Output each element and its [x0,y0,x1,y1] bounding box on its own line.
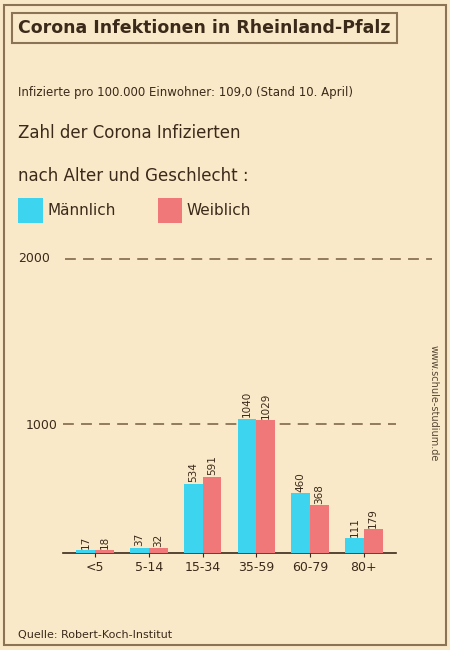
Bar [95,550,114,552]
Text: Zahl der Corona Infizierten: Zahl der Corona Infizierten [18,124,240,142]
Bar [364,530,382,552]
Text: 591: 591 [207,455,217,475]
Text: nach Alter und Geschlecht :: nach Alter und Geschlecht : [18,167,248,185]
Text: 368: 368 [315,484,324,504]
Bar [310,505,329,552]
Text: 1040: 1040 [242,391,252,417]
Bar [238,419,256,552]
Text: 1029: 1029 [261,393,271,419]
Bar [345,538,364,552]
Text: 32: 32 [153,534,163,547]
Text: 179: 179 [368,508,378,528]
Bar [149,549,168,552]
Text: 17: 17 [81,536,91,549]
FancyBboxPatch shape [158,198,182,222]
Text: Infizierte pro 100.000 Einwohner: 109,0 (Stand 10. April): Infizierte pro 100.000 Einwohner: 109,0 … [18,86,353,99]
Bar [184,484,202,552]
Text: Quelle: Robert-Koch-Institut: Quelle: Robert-Koch-Institut [18,630,172,640]
Bar [130,548,149,552]
FancyBboxPatch shape [18,198,43,222]
Text: Männlich: Männlich [47,203,116,218]
Text: 111: 111 [349,517,360,537]
Bar [202,476,221,552]
Text: www.schule-studium.de: www.schule-studium.de [429,344,439,461]
Text: Corona Infektionen in Rheinland-Pfalz: Corona Infektionen in Rheinland-Pfalz [18,19,391,37]
Text: 18: 18 [99,536,110,549]
Bar [256,421,275,552]
Text: 37: 37 [135,533,144,546]
Bar [291,493,310,552]
Text: 460: 460 [296,472,306,492]
Text: 534: 534 [188,462,198,482]
Text: 2000: 2000 [18,252,50,265]
Text: Weiblich: Weiblich [187,203,251,218]
Bar [76,551,95,552]
